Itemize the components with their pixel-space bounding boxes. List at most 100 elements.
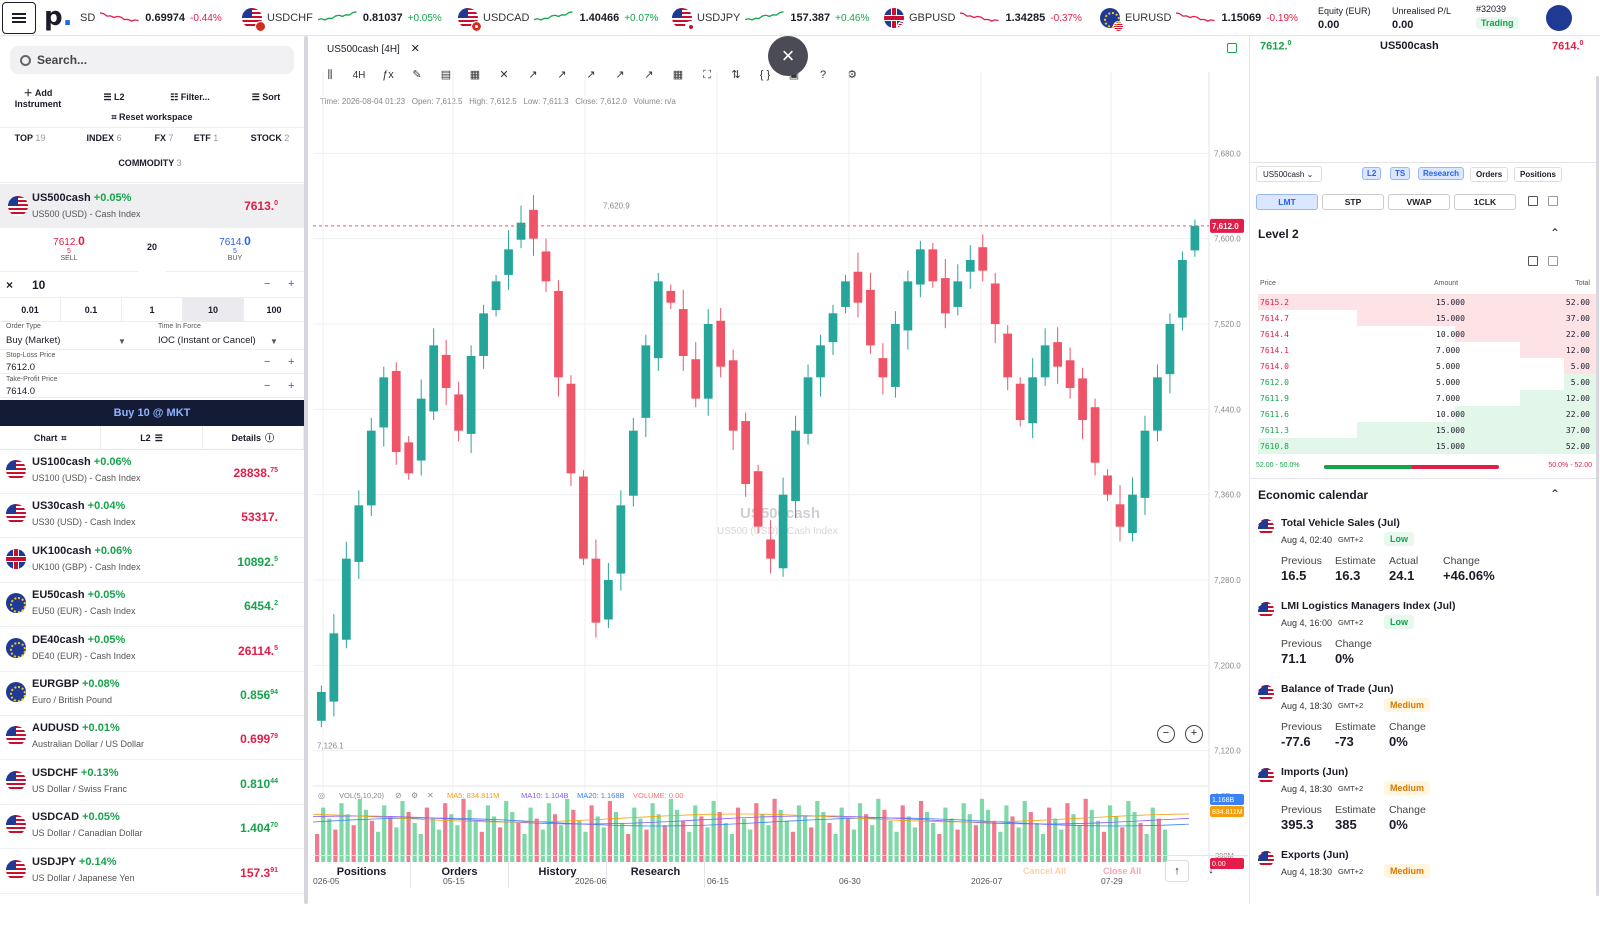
detail-tab-l2[interactable]: L2 ☰ (101, 426, 203, 449)
take-profit-minus-button[interactable]: − (264, 380, 271, 392)
symbol-select[interactable]: US500cash ⌄ (1256, 166, 1322, 182)
quantity-preset-button[interactable]: 10 (183, 298, 244, 322)
instrument-row[interactable]: EURGBP +0.08% Euro / British Pound 0.85694 (0, 672, 304, 716)
l2-row[interactable]: 7611.3 15.000 37.00 (1250, 422, 1598, 438)
ticker-0[interactable]: SD 0.69974 -0.44% (80, 0, 222, 36)
tag-research[interactable]: Research (1418, 167, 1465, 180)
ticker-4[interactable]: GBPUSD 1.34285 -0.37% (884, 0, 1082, 36)
collapse-level2-icon[interactable]: ⌃ (1550, 226, 1561, 240)
account-block[interactable]: #32039 Trading (1476, 4, 1519, 29)
collapse-calendar-icon[interactable]: ⌃ (1550, 487, 1561, 501)
bottom-tab-positions[interactable]: Positions (313, 856, 411, 888)
category-tab-stock[interactable]: STOCK 2 (236, 133, 304, 143)
instrument-row[interactable]: USDJPY +0.14% US Dollar / Japanese Yen 157… (0, 850, 304, 894)
cancel-all-button[interactable]: Cancel All (1023, 866, 1067, 876)
filter-button[interactable]: ☷ Filter... (152, 92, 228, 103)
zoom-in-icon[interactable]: + (1185, 725, 1203, 743)
order-type-select[interactable]: Buy (Market) (6, 335, 61, 346)
stop-loss-plus-button[interactable]: + (288, 356, 295, 368)
crosshair-icon[interactable]: ✕ (499, 69, 509, 81)
calendar-icon[interactable]: ▦ (469, 69, 481, 81)
layout-icon[interactable] (1528, 256, 1538, 266)
ticker-3[interactable]: USDJPY 157.387 +0.46% (672, 0, 869, 36)
instrument-row[interactable]: USDCAD +0.05% US Dollar / Canadian Dollar… (0, 805, 304, 850)
order-type-vwap[interactable]: VWAP (1388, 194, 1450, 210)
quantity-plus-button[interactable]: + (288, 278, 295, 290)
l2-row[interactable]: 7611.9 7.000 12.00 (1250, 390, 1598, 406)
instrument-row[interactable]: DE40cash +0.05% DE40 (EUR) - Cash Index 26… (0, 628, 304, 672)
ticker-1[interactable]: USDCHF 0.81037 +0.05% (242, 0, 442, 36)
arrow-down-icon[interactable]: ↓ (1208, 864, 1214, 876)
take-profit-plus-button[interactable]: + (288, 380, 295, 392)
clear-quantity-button[interactable]: × (6, 278, 14, 292)
search-box[interactable]: Search... (10, 46, 294, 74)
quantity-preset-button[interactable]: 0.01 (0, 298, 61, 322)
stop-loss-minus-button[interactable]: − (264, 356, 271, 368)
calendar-event[interactable]: LMI Logistics Managers Index (Jul) Aug 4,… (1258, 600, 1593, 680)
l2-row[interactable]: 7611.6 10.000 22.00 (1250, 406, 1598, 422)
tag-ts[interactable]: TS (1390, 167, 1411, 180)
category-tab-commodity[interactable]: COMMODITY 3 (100, 158, 200, 168)
stop-loss-input[interactable]: 7612.0 (6, 362, 36, 373)
close-icon[interactable]: ✕ (427, 791, 434, 800)
compare-icon[interactable]: ⇅ (731, 69, 741, 81)
timeframe-button[interactable]: 4H (350, 66, 368, 84)
calendar-event[interactable]: Total Vehicle Sales (Jul) Aug 4, 02:40 GMT… (1258, 517, 1593, 597)
instrument-row[interactable]: EU50cash +0.05% EU50 (EUR) - Cash Index 64… (0, 583, 304, 628)
detail-tab-chart[interactable]: Chart ⌗ (0, 426, 102, 449)
zoom-out-icon[interactable]: − (1157, 725, 1175, 743)
path-icon[interactable]: ↗ (644, 69, 654, 81)
sidebar-scrollbar[interactable] (304, 36, 308, 904)
close-all-button[interactable]: Close All (1103, 866, 1142, 876)
submit-order-button[interactable]: Buy 10 @ MKT (0, 400, 304, 426)
channel-icon[interactable]: ↗ (586, 69, 596, 81)
time-in-force-select[interactable]: IOC (Instant or Cancel) (158, 335, 256, 346)
grid-icon[interactable]: ▦ (672, 69, 684, 81)
l2-button[interactable]: ☰ L2 (76, 92, 152, 103)
take-profit-input[interactable]: 7614.0 (6, 386, 36, 397)
quantity-input[interactable]: 10 (32, 278, 46, 292)
settings-icon[interactable]: ⚙ (847, 69, 857, 81)
category-tab-top[interactable]: TOP 19 (0, 133, 60, 143)
split-icon[interactable] (1548, 196, 1558, 206)
l2-row[interactable]: 7615.2 15.000 52.00 (1250, 294, 1598, 310)
quantity-preset-button[interactable]: 100 (244, 298, 305, 322)
instrument-row[interactable]: US100cash +0.06% US100 (USD) - Cash Index… (0, 450, 304, 494)
bottom-tab-research[interactable]: Research (607, 856, 705, 888)
reset-workspace-button[interactable]: ⌗ Reset workspace (0, 112, 304, 123)
close-overlay-button[interactable]: × (768, 36, 808, 76)
fullscreen-icon[interactable]: ⛶ (703, 69, 711, 81)
l2-row[interactable]: 7614.4 10.000 22.00 (1250, 326, 1598, 342)
order-type-stp[interactable]: STP (1322, 194, 1384, 210)
search-input[interactable]: Search... (37, 53, 88, 67)
positions-button[interactable]: Positions (1514, 167, 1563, 182)
split-icon[interactable] (1548, 256, 1558, 266)
help-icon[interactable]: ? (819, 69, 827, 81)
category-tab-index[interactable]: INDEX 6 (80, 133, 128, 143)
order-type-1clk[interactable]: 1CLK (1454, 194, 1516, 210)
ray-icon[interactable]: ↗ (615, 69, 625, 81)
script-icon[interactable]: { } (759, 69, 771, 81)
template-icon[interactable]: ▤ (440, 69, 452, 81)
selected-instrument[interactable]: US500cash +0.05% US500 (USD) - Cash Inde… (0, 184, 304, 228)
close-tab-icon[interactable]: ✕ (410, 43, 420, 55)
instrument-row[interactable]: US30cash +0.04% US30 (USD) - Cash Index 53… (0, 494, 304, 539)
hide-icon[interactable]: ⊘ (395, 791, 402, 800)
ticker-5[interactable]: EURUSD 1.15069 -0.19% (1100, 0, 1298, 36)
menu-button[interactable] (2, 2, 36, 34)
arrow-up-icon[interactable]: ↑ (1165, 860, 1189, 882)
l2-row[interactable]: 7610.8 15.000 52.00 (1250, 438, 1598, 454)
bottom-tab-orders[interactable]: Orders (411, 856, 509, 888)
buy-button[interactable]: 7614.0 5 BUY (166, 228, 304, 272)
l2-row[interactable]: 7614.1 7.000 12.00 (1250, 342, 1598, 358)
trend-icon[interactable]: ↗ (528, 69, 538, 81)
quantity-minus-button[interactable]: − (264, 278, 271, 290)
calendar-event[interactable]: Exports (Jun) Aug 4, 18:30 GMT+2 Medium (1258, 849, 1593, 929)
quantity-preset-button[interactable]: 0.1 (61, 298, 122, 322)
category-tab-etf[interactable]: ETF 1 (186, 133, 226, 143)
bottom-tab-history[interactable]: History (509, 856, 607, 888)
category-tab-fx[interactable]: FX 7 (140, 133, 188, 143)
settings-icon[interactable]: ⚙ (411, 791, 418, 800)
sell-button[interactable]: 7612.0 5 SELL (0, 228, 138, 272)
draw-icon[interactable]: ✎ (412, 69, 422, 81)
